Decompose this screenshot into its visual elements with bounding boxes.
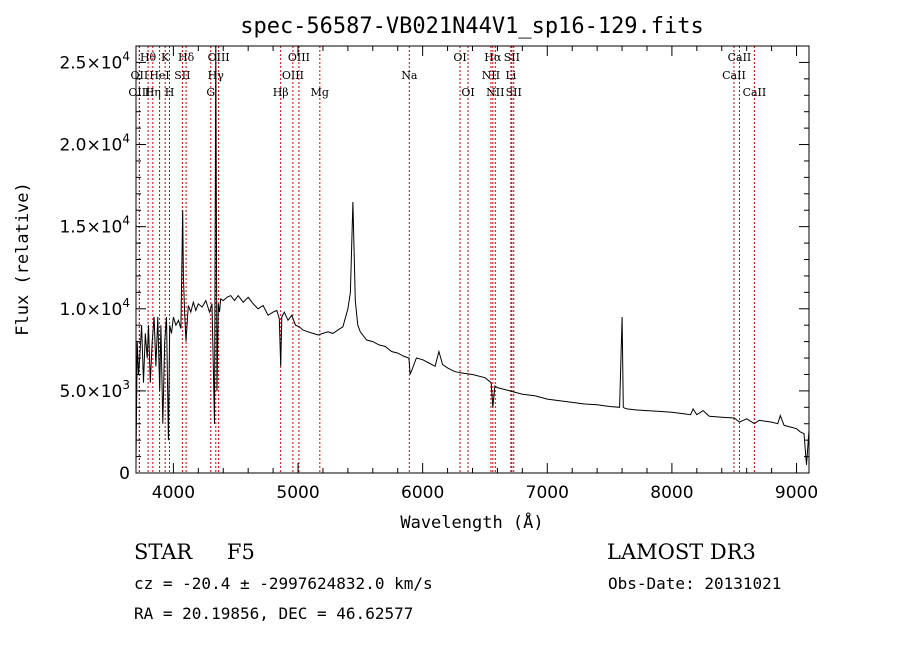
line-label-11: G [206,86,215,99]
y-tick-label: 0 [119,464,130,484]
chart-title: spec-56587-VB021N44V1_sp16-129.fits [240,14,704,39]
x-tick-label: 7000 [526,483,569,503]
plot-frame [135,45,810,474]
line-label-21: NII [482,69,500,82]
line-label-23: NII [486,86,504,99]
line-label-13: OIII [282,69,304,82]
spectrum-trace [135,45,810,465]
coordinates: RA = 20.19856, DEC = 46.62577 [134,604,414,623]
line-label-15: Mg [311,86,329,99]
line-label-27: CaII [743,86,767,99]
x-tick-label: 6000 [401,483,444,503]
survey-label: LAMOST DR3 [607,540,756,564]
line-label-24: SII [506,86,522,99]
line-label-19: Hα [484,51,502,64]
y-tick-label: 5.0×103 [59,378,130,402]
line-label-9: OIII [208,51,230,64]
line-label-1: OII [131,69,149,82]
redshift-info: cz = -20.4 ± -2997624832.0 km/s [134,574,433,593]
line-label-3: K [161,51,170,64]
line-label-16: Na [401,69,418,82]
line-label-12: OIII [288,51,310,64]
x-tick-label: 8000 [650,483,693,503]
line-label-14: Hβ [273,86,289,99]
object-class: STAR F5 [134,540,255,564]
class-label: STAR [134,540,193,564]
y-tick-label: 1.0×104 [59,296,130,320]
y-tick-label: 1.5×104 [59,214,130,238]
line-label-4: HeI [149,69,169,82]
line-label-8: SII [174,69,190,82]
line-label-22: Li [505,69,516,82]
x-tick-label: 4000 [152,483,195,503]
subclass-label: F5 [226,540,255,564]
line-label-0: Hθ [140,51,157,64]
x-axis: 4000 5000 6000 7000 8000 9000 [152,46,818,503]
spectral-line-markers [138,46,755,473]
y-axis: 0 5.0×103 1.0×104 1.5×104 2.0×104 2.5×104 [59,45,809,484]
line-label-6: H [165,86,175,99]
y-axis-label: Flux (relative) [13,182,33,336]
obs-date: Obs-Date: 20131021 [608,574,782,593]
y-tick-label: 2.0×104 [59,132,130,156]
y-tick-label: 2.5×104 [59,49,130,73]
line-label-7: Hδ [178,51,195,64]
line-label-2: OIII [128,86,150,99]
x-tick-label: 5000 [276,483,319,503]
line-label-25: CaII [728,51,752,64]
line-label-5: Hη [145,86,161,99]
line-label-20: SII [504,51,520,64]
line-label-17: OI [453,51,466,64]
line-label-26: CaII [722,69,746,82]
line-label-18: OI [461,86,474,99]
x-tick-label: 9000 [775,483,818,503]
x-axis-label: Wavelength (Å) [400,511,543,533]
